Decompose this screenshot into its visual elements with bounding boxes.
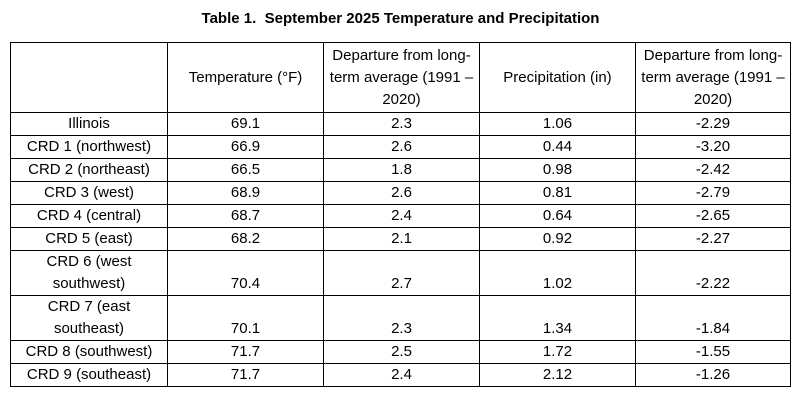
table-row: CRD 3 (west) 68.9 2.6 0.81 -2.79: [10, 181, 791, 205]
precip-departure-cell: -1.84: [635, 295, 791, 341]
temperature-cell: 68.9: [167, 181, 324, 205]
region-cell: Illinois: [10, 112, 168, 136]
table-row: CRD 6 (west southwest) 70.4 2.7 1.02 -2.…: [10, 250, 791, 296]
table-row: CRD 2 (northeast) 66.5 1.8 0.98 -2.42: [10, 158, 791, 182]
precip-departure-cell: -1.55: [635, 340, 791, 364]
temp-departure-cell: 2.4: [323, 204, 480, 228]
precipitation-cell: 1.34: [479, 295, 636, 341]
temp-departure-cell: 2.6: [323, 135, 480, 159]
precipitation-cell: 2.12: [479, 363, 636, 387]
temp-departure-cell: 1.8: [323, 158, 480, 182]
temperature-cell: 70.1: [167, 295, 324, 341]
header-row: Temperature (°F) Departure from long-ter…: [10, 42, 791, 113]
table-row: Illinois 69.1 2.3 1.06 -2.29: [10, 112, 791, 136]
temperature-precipitation-table: Temperature (°F) Departure from long-ter…: [10, 42, 791, 387]
table-row: CRD 9 (southeast) 71.7 2.4 2.12 -1.26: [10, 363, 791, 387]
region-cell: CRD 8 (southwest): [10, 340, 168, 364]
table-row: CRD 7 (east southeast) 70.1 2.3 1.34 -1.…: [10, 295, 791, 341]
precipitation-cell: 0.92: [479, 227, 636, 251]
region-cell: CRD 9 (southeast): [10, 363, 168, 387]
precipitation-cell: 0.64: [479, 204, 636, 228]
region-cell: CRD 6 (west southwest): [10, 250, 168, 296]
precip-departure-cell: -2.79: [635, 181, 791, 205]
precip-departure-cell: -1.26: [635, 363, 791, 387]
temperature-cell: 71.7: [167, 363, 324, 387]
temperature-cell: 71.7: [167, 340, 324, 364]
column-header-region: [10, 42, 168, 113]
column-header-precipitation: Precipitation (in): [479, 42, 636, 113]
region-cell: CRD 2 (northeast): [10, 158, 168, 182]
temp-departure-cell: 2.3: [323, 295, 480, 341]
table-row: CRD 5 (east) 68.2 2.1 0.92 -2.27: [10, 227, 791, 251]
precip-departure-cell: -2.27: [635, 227, 791, 251]
precip-departure-cell: -2.65: [635, 204, 791, 228]
precipitation-cell: 1.02: [479, 250, 636, 296]
temperature-cell: 68.2: [167, 227, 324, 251]
temperature-cell: 68.7: [167, 204, 324, 228]
precipitation-cell: 0.44: [479, 135, 636, 159]
temp-departure-cell: 2.1: [323, 227, 480, 251]
table-title: Table 1. September 2025 Temperature and …: [201, 10, 600, 27]
temp-departure-cell: 2.7: [323, 250, 480, 296]
region-cell: CRD 4 (central): [10, 204, 168, 228]
region-cell: CRD 5 (east): [10, 227, 168, 251]
precipitation-cell: 1.06: [479, 112, 636, 136]
temperature-cell: 70.4: [167, 250, 324, 296]
precip-departure-cell: -2.29: [635, 112, 791, 136]
precip-departure-cell: -2.42: [635, 158, 791, 182]
temperature-cell: 66.5: [167, 158, 324, 182]
column-header-precip-departure: Departure from long-term average (1991 –…: [635, 42, 791, 113]
table-row: CRD 4 (central) 68.7 2.4 0.64 -2.65: [10, 204, 791, 228]
table-row: CRD 1 (northwest) 66.9 2.6 0.44 -3.20: [10, 135, 791, 159]
region-cell: CRD 1 (northwest): [10, 135, 168, 159]
temp-departure-cell: 2.5: [323, 340, 480, 364]
table-row: CRD 8 (southwest) 71.7 2.5 1.72 -1.55: [10, 340, 791, 364]
temp-departure-cell: 2.4: [323, 363, 480, 387]
column-header-temp-departure: Departure from long-term average (1991 –…: [323, 42, 480, 113]
region-cell: CRD 7 (east southeast): [10, 295, 168, 341]
precipitation-cell: 1.72: [479, 340, 636, 364]
region-cell: CRD 3 (west): [10, 181, 168, 205]
temperature-cell: 66.9: [167, 135, 324, 159]
temp-departure-cell: 2.3: [323, 112, 480, 136]
precip-departure-cell: -2.22: [635, 250, 791, 296]
precip-departure-cell: -3.20: [635, 135, 791, 159]
precipitation-cell: 0.81: [479, 181, 636, 205]
temp-departure-cell: 2.6: [323, 181, 480, 205]
column-header-temperature: Temperature (°F): [167, 42, 324, 113]
temperature-cell: 69.1: [167, 112, 324, 136]
precipitation-cell: 0.98: [479, 158, 636, 182]
